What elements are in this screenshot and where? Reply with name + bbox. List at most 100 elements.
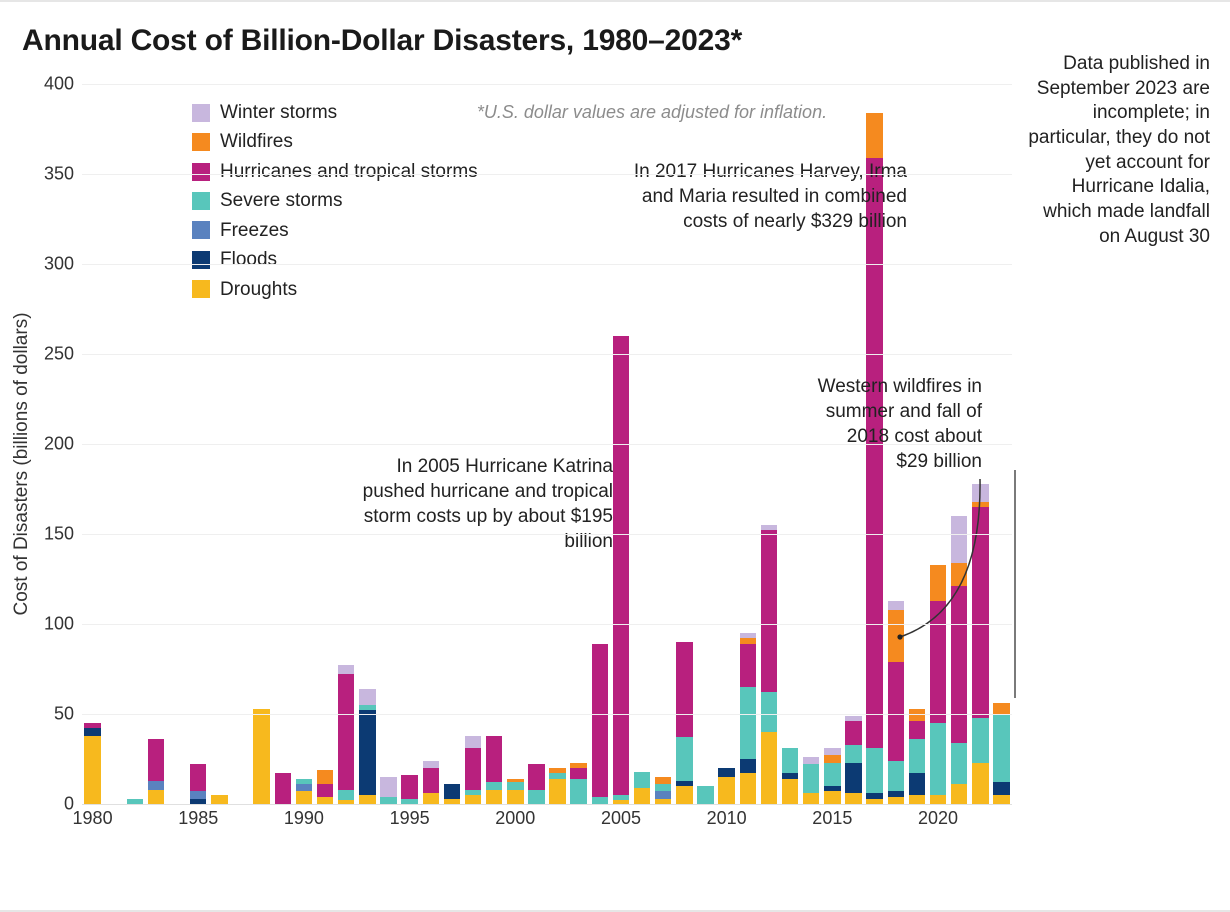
bar-seg-severe_storms (401, 799, 417, 804)
bar-seg-droughts (972, 763, 988, 804)
bar-seg-droughts (866, 799, 882, 804)
bar-seg-floods (740, 759, 756, 773)
bar-seg-winter_storms (423, 761, 439, 768)
bar-year-1991 (317, 770, 333, 804)
bar-seg-severe_storms (338, 790, 354, 801)
bar-seg-hurricanes (951, 586, 967, 743)
bar-seg-severe_storms (993, 714, 1009, 782)
legend-swatch (192, 133, 210, 151)
bar-seg-hurricanes (761, 530, 777, 692)
legend-label: Hurricanes and tropical storms (220, 157, 478, 186)
bar-year-1989 (275, 773, 291, 804)
bar-seg-winter_storms (888, 601, 904, 610)
bar-seg-hurricanes (401, 775, 417, 798)
bar-seg-droughts (317, 797, 333, 804)
x-tick-label: 1995 (390, 808, 430, 829)
bar-seg-hurricanes (613, 336, 629, 795)
annotation-2017: In 2017 Hurricanes Harvey, Irma and Mari… (607, 159, 907, 234)
bar-seg-wildfires (655, 777, 671, 784)
bar-seg-floods (993, 782, 1009, 795)
bar-seg-droughts (148, 790, 164, 804)
legend-swatch (192, 104, 210, 122)
bar-seg-winter_storms (359, 689, 375, 705)
legend-swatch (192, 192, 210, 210)
bar-seg-hurricanes (338, 674, 354, 789)
legend-item-hurricanes: Hurricanes and tropical storms (192, 157, 478, 186)
bar-seg-droughts (84, 736, 100, 804)
bar-seg-droughts (909, 795, 925, 804)
bar-seg-droughts (359, 795, 375, 804)
legend: Winter stormsWildfiresHurricanes and tro… (192, 98, 478, 304)
bar-year-1986 (211, 795, 227, 804)
bar-seg-droughts (888, 797, 904, 804)
bar-seg-hurricanes (676, 642, 692, 737)
y-gridline (82, 174, 1012, 175)
y-tick-label: 50 (28, 704, 74, 725)
bar-seg-droughts (634, 788, 650, 804)
annotation-2023: Data published in September 2023 are inc… (1022, 52, 1210, 250)
x-tick-label: 2015 (812, 808, 852, 829)
bar-seg-droughts (951, 784, 967, 804)
bar-seg-droughts (824, 791, 840, 804)
y-tick-label: 0 (28, 794, 74, 815)
bar-seg-hurricanes (486, 736, 502, 783)
bar-seg-wildfires (824, 755, 840, 762)
bar-seg-hurricanes (148, 739, 164, 780)
bar-seg-winter_storms (972, 484, 988, 502)
bar-year-1990 (296, 779, 312, 804)
bar-seg-severe_storms (824, 763, 840, 786)
bar-seg-droughts (718, 777, 734, 804)
bar-seg-hurricanes (275, 773, 291, 804)
y-gridline (82, 714, 1012, 715)
bar-seg-severe_storms (972, 718, 988, 763)
bar-seg-droughts (803, 793, 819, 804)
bar-seg-droughts (465, 795, 481, 804)
bar-seg-freezes (655, 791, 671, 798)
x-tick-label: 2005 (601, 808, 641, 829)
legend-label: Winter storms (220, 98, 337, 127)
bar-year-2016 (845, 716, 861, 804)
bar-year-2010 (718, 768, 734, 804)
bar-year-1999 (486, 736, 502, 804)
annotation-2005: In 2005 Hurricane Katrina pushed hurrica… (347, 454, 613, 554)
bar-year-2004 (592, 644, 608, 804)
bar-seg-severe_storms (761, 692, 777, 732)
legend-swatch (192, 280, 210, 298)
bar-seg-severe_storms (634, 772, 650, 788)
x-tick-label: 2010 (707, 808, 747, 829)
bar-seg-freezes (148, 781, 164, 790)
legend-item-wildfires: Wildfires (192, 127, 478, 156)
bar-seg-severe_storms (380, 797, 396, 804)
bar-year-2011 (740, 633, 756, 804)
bar-seg-droughts (676, 786, 692, 804)
bar-seg-wildfires (951, 563, 967, 586)
bar-seg-hurricanes (909, 721, 925, 739)
bar-seg-winter_storms (465, 736, 481, 749)
bar-year-2008 (676, 642, 692, 804)
bar-seg-hurricanes (190, 764, 206, 791)
bar-seg-wildfires (993, 703, 1009, 714)
bar-seg-hurricanes (317, 784, 333, 797)
bar-year-2001 (528, 764, 544, 804)
bar-seg-severe_storms (866, 748, 882, 793)
bar-year-2012 (761, 525, 777, 804)
bar-year-2002 (549, 768, 565, 804)
bar-year-1988 (253, 709, 269, 804)
bar-seg-droughts (655, 799, 671, 804)
bar-seg-severe_storms (486, 782, 502, 789)
y-tick-label: 350 (28, 164, 74, 185)
bar-seg-droughts (782, 779, 798, 804)
bar-year-2013 (782, 748, 798, 804)
bar-seg-severe_storms (930, 723, 946, 795)
footnote: *U.S. dollar values are adjusted for inf… (432, 102, 872, 123)
bar-seg-droughts (444, 799, 460, 804)
bar-year-2022 (972, 484, 988, 804)
bar-seg-severe_storms (697, 786, 713, 804)
legend-item-severe_storms: Severe storms (192, 186, 478, 215)
bar-seg-droughts (296, 791, 312, 804)
bar-seg-hurricanes (528, 764, 544, 789)
bar-year-1994 (380, 777, 396, 804)
bar-seg-hurricanes (930, 601, 946, 723)
y-gridline (82, 264, 1012, 265)
bar-seg-winter_storms (338, 665, 354, 674)
